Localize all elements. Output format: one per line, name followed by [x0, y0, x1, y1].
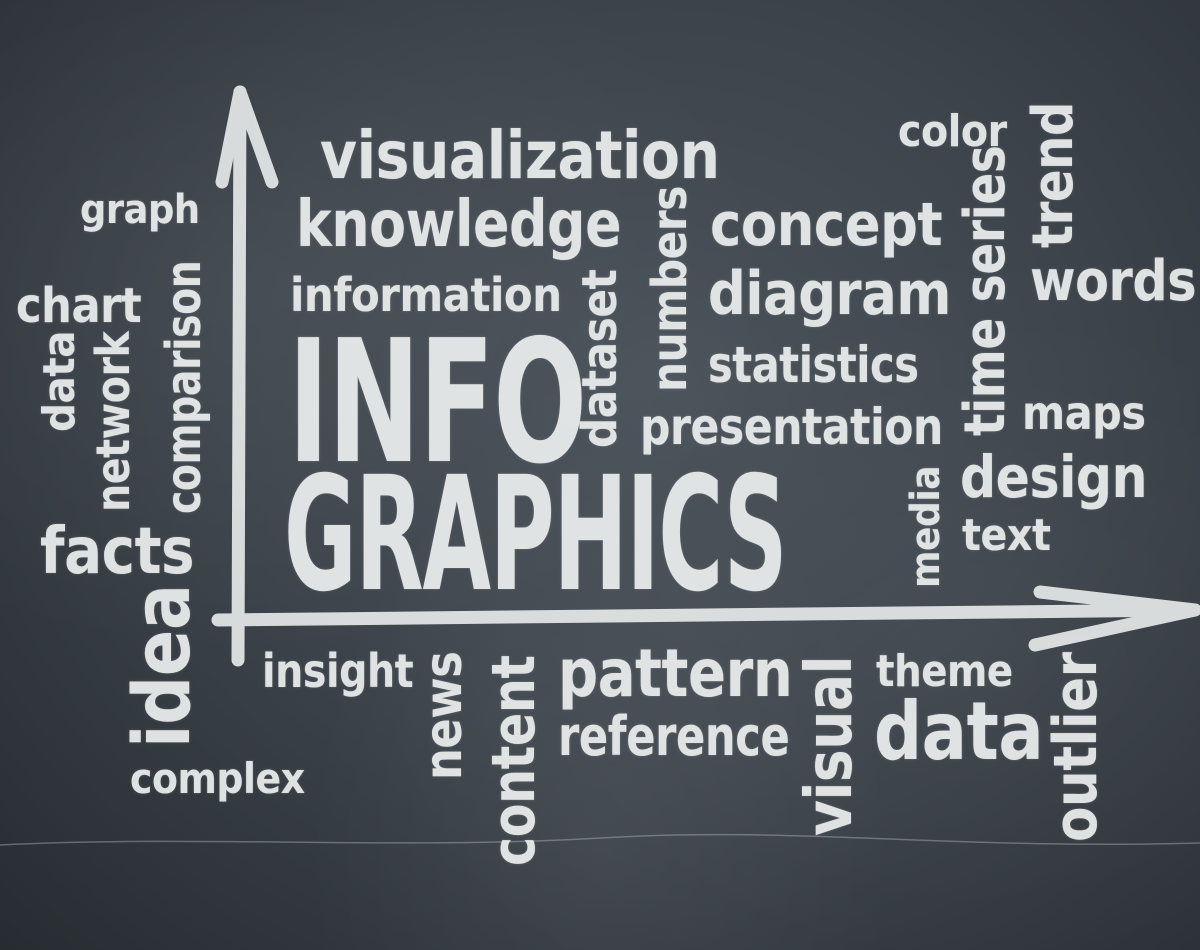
word-idea: idea — [118, 584, 208, 748]
word-info: INFO — [288, 304, 587, 502]
word-pattern: pattern — [558, 635, 793, 712]
word-chart: chart — [16, 278, 142, 334]
word-data-bottom: data — [874, 685, 1044, 778]
word-words: words — [1030, 249, 1197, 314]
y-axis-arrowhead — [215, 85, 279, 189]
word-text: text — [962, 510, 1051, 561]
word-outlier: outlier — [1041, 652, 1111, 842]
word-trend: trend — [1021, 101, 1086, 248]
word-comparison: comparison — [156, 260, 212, 514]
word-statistics: statistics — [708, 336, 919, 394]
word-news: news — [414, 651, 474, 780]
word-reference: reference — [558, 705, 790, 768]
word-content: content — [479, 655, 549, 866]
word-time-series: time series — [953, 145, 1018, 436]
word-visualization: visualization — [320, 117, 720, 194]
word-insight: insight — [262, 644, 414, 698]
word-facts: facts — [40, 515, 195, 589]
word-numbers: numbers — [642, 186, 698, 392]
word-knowledge: knowledge — [296, 188, 622, 262]
x-axis-line — [211, 603, 1200, 627]
word-maps: maps — [1022, 386, 1146, 440]
word-visual: visual — [793, 655, 867, 836]
word-graphics: GRAPHICS — [284, 443, 788, 627]
y-axis-line — [231, 85, 247, 667]
word-concept: concept — [710, 190, 943, 260]
word-color: color — [898, 106, 1007, 157]
word-media: media — [903, 465, 949, 588]
word-theme: theme — [876, 646, 1013, 697]
word-network: network — [86, 331, 140, 512]
word-complex: complex — [130, 754, 305, 803]
word-presentation: presentation — [640, 398, 943, 456]
word-data-left: data — [34, 330, 85, 432]
word-design: design — [960, 443, 1148, 511]
chalk-crack — [0, 833, 1200, 846]
word-information: information — [290, 268, 562, 322]
word-graph: graph — [80, 187, 200, 233]
x-axis-arrowhead — [1028, 585, 1200, 652]
word-diagram: diagram — [708, 259, 951, 329]
word-dataset: dataset — [572, 269, 628, 448]
